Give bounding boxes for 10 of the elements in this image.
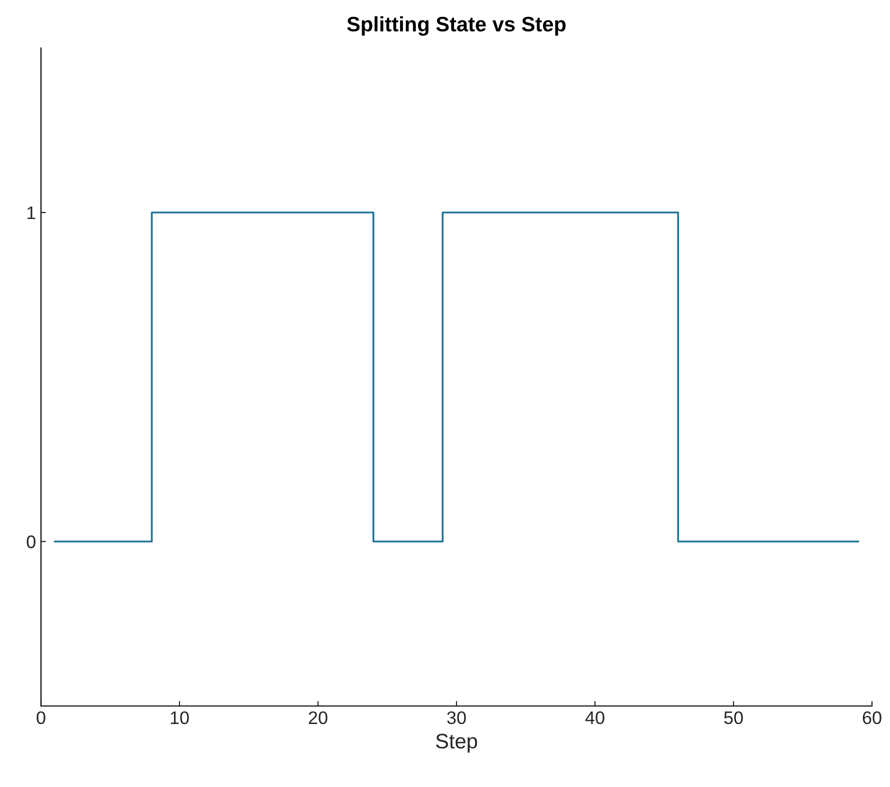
x-tick-label: 40	[585, 711, 604, 724]
y-tick-label: 1	[27, 206, 36, 220]
x-tick-label: 30	[447, 711, 466, 724]
x-tick-label: 50	[724, 711, 743, 724]
x-tick-label: 60	[862, 711, 882, 724]
x-tick-label: 0	[36, 711, 46, 724]
x-axis-title: Step	[436, 734, 478, 753]
x-tick-label: 20	[308, 711, 328, 724]
x-tick-label: 10	[170, 711, 189, 724]
chart-title: Splitting State vs Step	[347, 16, 566, 36]
